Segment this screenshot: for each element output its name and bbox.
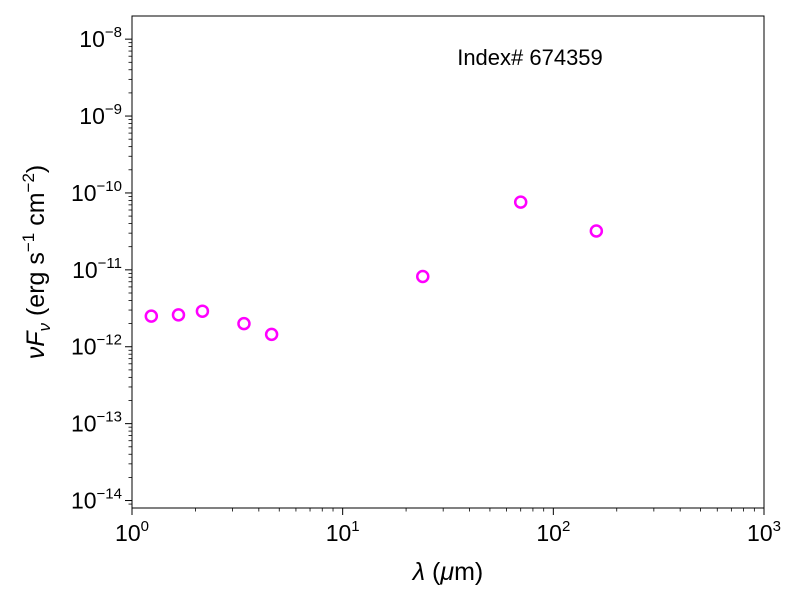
x-tick-label: 101 (326, 518, 360, 546)
x-axis-label-open: ( (425, 558, 441, 586)
plot-frame (131, 15, 765, 509)
x-tick-label: 102 (536, 518, 570, 546)
data-points (144, 195, 604, 342)
data-point (195, 304, 210, 318)
major-ticks (125, 38, 765, 515)
data-point (237, 316, 251, 331)
y-axis-label-f: F (22, 330, 50, 347)
y-axis-label-open: (erg s (22, 252, 50, 323)
data-point (264, 327, 279, 342)
data-point (416, 269, 430, 284)
y-axis-label-nu: ν (22, 346, 50, 359)
y-tick-label: 10−8 (79, 24, 122, 52)
y-tick-label: 10−13 (71, 409, 122, 437)
data-point (144, 309, 159, 323)
x-axis-label-symbol: λ (411, 558, 425, 586)
x-tick-label: 103 (747, 518, 781, 546)
y-tick-label: 10−14 (71, 486, 122, 514)
data-point (589, 224, 604, 238)
y-tick-label: 10−9 (79, 101, 122, 129)
index-annotation: Index# 674359 (457, 45, 603, 70)
y-axis-label-exp2: −2 (19, 173, 38, 192)
y-axis-label-close: ) (22, 165, 50, 173)
x-tick-label: 100 (115, 518, 149, 546)
y-axis-label: νFν (erg s−1 cm−2) (19, 165, 54, 360)
y-axis-label-sub: ν (35, 322, 54, 331)
y-axis-label-exp1: −1 (19, 233, 38, 252)
data-point (171, 308, 186, 322)
y-tick-label: 10−12 (71, 332, 122, 360)
tick-labels: 100 101 102 103 10−14 10−13 10−12 10−11 10−10 10−… (71, 24, 781, 546)
x-axis-label: λ (μm) (411, 558, 483, 586)
y-tick-label: 10−11 (72, 255, 122, 283)
x-axis-label-mu: μ (439, 558, 454, 586)
y-tick-label: 10−10 (71, 178, 122, 206)
x-axis-label-unit: m) (454, 558, 483, 586)
y-axis-label-mid: cm (22, 192, 50, 232)
data-point (513, 195, 528, 209)
minor-ticks (128, 42, 755, 512)
